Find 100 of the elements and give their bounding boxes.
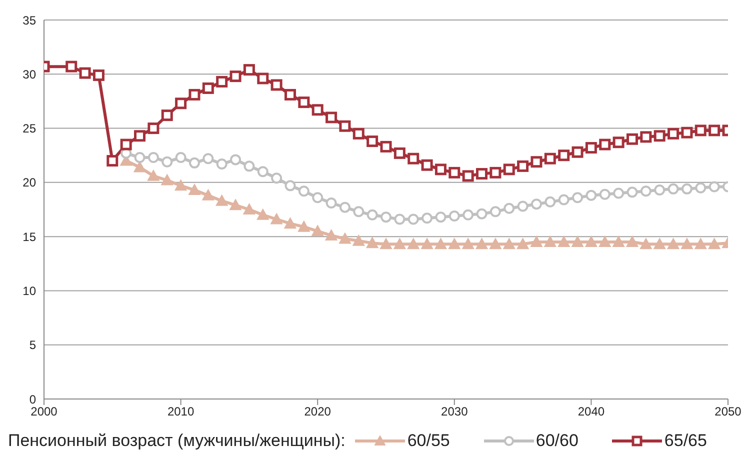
point bbox=[352, 128, 364, 140]
point bbox=[654, 130, 666, 142]
point bbox=[339, 202, 350, 213]
point bbox=[544, 236, 556, 247]
point bbox=[613, 188, 624, 199]
point bbox=[640, 238, 652, 250]
point bbox=[175, 98, 187, 110]
legend-label: 65/65 bbox=[664, 431, 707, 451]
x-tick-label: 2050 bbox=[714, 404, 742, 419]
point bbox=[558, 194, 570, 206]
y-tick-label: 0 bbox=[29, 392, 36, 406]
point bbox=[188, 88, 200, 100]
point bbox=[106, 155, 118, 167]
point bbox=[695, 182, 706, 194]
point bbox=[366, 136, 378, 148]
point bbox=[161, 174, 174, 186]
point bbox=[257, 72, 269, 84]
point bbox=[230, 154, 242, 166]
point bbox=[503, 164, 515, 176]
y-tick-label: 20 bbox=[22, 176, 36, 190]
point bbox=[462, 170, 474, 182]
x-tick-label: 2010 bbox=[167, 404, 194, 419]
point bbox=[708, 124, 720, 136]
point bbox=[407, 238, 420, 250]
point bbox=[244, 160, 255, 172]
point bbox=[175, 152, 186, 164]
point bbox=[544, 196, 556, 208]
point bbox=[585, 236, 598, 247]
point bbox=[216, 194, 228, 206]
point bbox=[408, 152, 420, 164]
point bbox=[162, 156, 173, 168]
point bbox=[284, 218, 296, 229]
point bbox=[394, 214, 406, 225]
point bbox=[188, 157, 200, 168]
point bbox=[448, 210, 460, 222]
point bbox=[243, 204, 256, 214]
point bbox=[476, 168, 488, 180]
point bbox=[435, 212, 446, 223]
point bbox=[312, 192, 324, 204]
point bbox=[640, 131, 652, 143]
point bbox=[462, 209, 474, 220]
legend-label: 60/60 bbox=[536, 431, 578, 451]
point bbox=[476, 238, 488, 250]
point bbox=[654, 238, 666, 250]
point bbox=[572, 236, 584, 247]
point bbox=[489, 238, 502, 250]
point bbox=[148, 122, 160, 134]
point bbox=[544, 152, 556, 164]
point bbox=[134, 130, 146, 142]
point bbox=[284, 180, 296, 192]
point bbox=[421, 238, 434, 250]
point bbox=[284, 88, 296, 100]
point bbox=[681, 183, 692, 194]
point bbox=[380, 238, 392, 250]
point bbox=[626, 133, 638, 145]
legend-label: 60/55 bbox=[407, 431, 450, 451]
point bbox=[326, 112, 338, 124]
point bbox=[422, 212, 433, 224]
point bbox=[586, 190, 597, 201]
point bbox=[585, 142, 597, 154]
point bbox=[338, 232, 351, 244]
point bbox=[421, 159, 433, 171]
point bbox=[325, 229, 338, 240]
point bbox=[394, 238, 406, 250]
point bbox=[626, 236, 638, 247]
point bbox=[353, 206, 364, 218]
point bbox=[476, 208, 488, 220]
point bbox=[626, 186, 638, 198]
point bbox=[380, 140, 392, 152]
point bbox=[120, 138, 132, 150]
x-tick-label: 2020 bbox=[304, 404, 332, 419]
point bbox=[599, 188, 610, 200]
point bbox=[517, 160, 529, 172]
point bbox=[694, 124, 706, 136]
point bbox=[504, 202, 515, 214]
point bbox=[694, 238, 707, 250]
point bbox=[298, 96, 310, 108]
point bbox=[530, 198, 542, 210]
point bbox=[366, 209, 378, 220]
point bbox=[490, 206, 501, 218]
point bbox=[462, 238, 474, 250]
point bbox=[230, 199, 242, 210]
point bbox=[490, 166, 502, 178]
point bbox=[708, 238, 720, 250]
point bbox=[530, 156, 542, 168]
point bbox=[147, 170, 160, 181]
point bbox=[516, 238, 529, 250]
point bbox=[612, 236, 625, 247]
point bbox=[270, 79, 282, 91]
point bbox=[298, 220, 310, 232]
point bbox=[434, 164, 446, 176]
point bbox=[256, 208, 269, 220]
point bbox=[66, 60, 78, 72]
point bbox=[668, 183, 679, 194]
y-tick-label: 30 bbox=[22, 67, 36, 82]
point bbox=[503, 238, 516, 250]
point bbox=[174, 180, 187, 191]
point bbox=[243, 64, 255, 76]
point bbox=[572, 192, 584, 204]
point bbox=[202, 82, 214, 94]
